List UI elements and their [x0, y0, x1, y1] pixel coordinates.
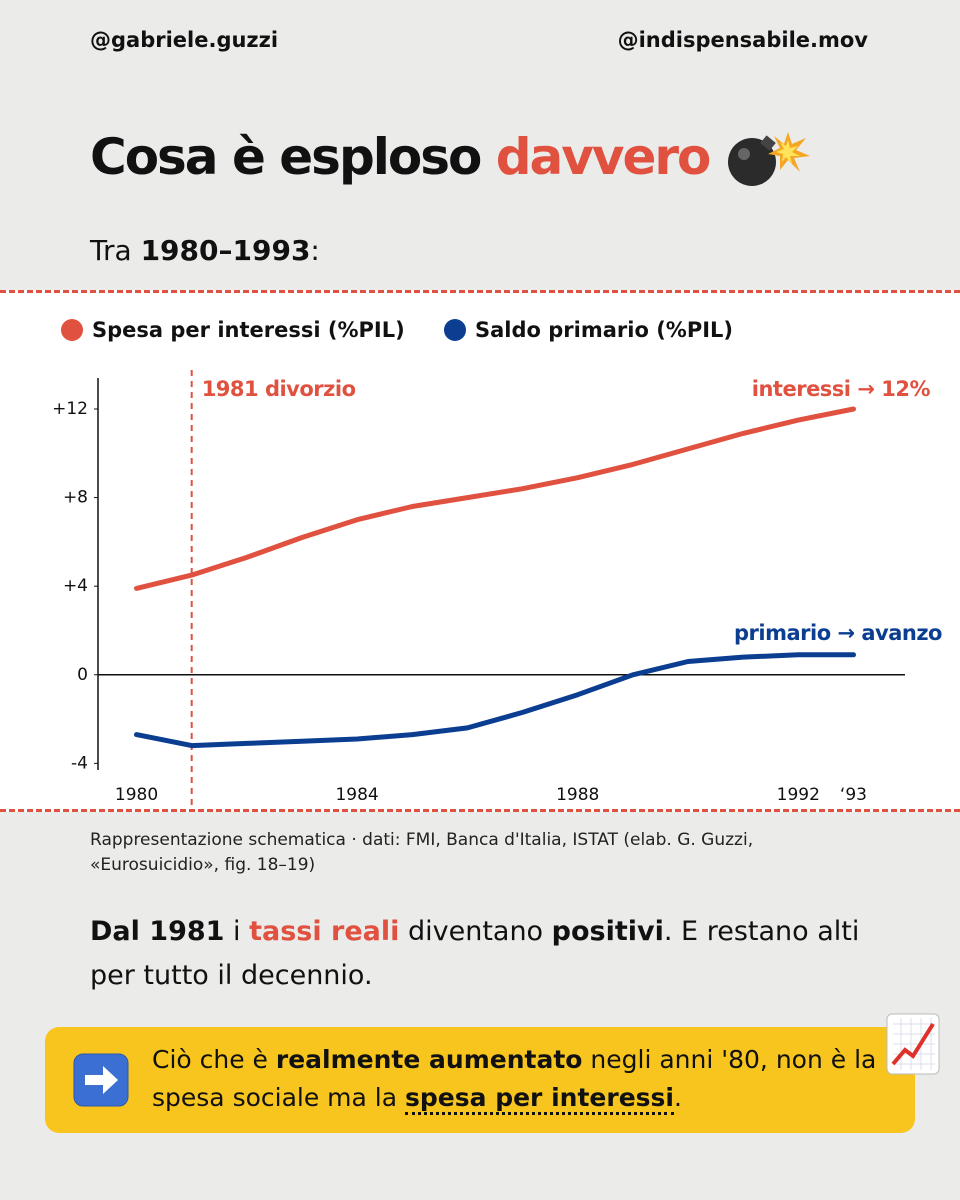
- body-text: Dal 1981 i tassi reali diventano positiv…: [90, 910, 890, 998]
- legend-dot: [61, 319, 83, 341]
- text-segment: negli anni '80, non è la spesa sociale m…: [152, 1045, 877, 1112]
- y-tick-label: +4: [63, 576, 88, 596]
- y-tick-label: 0: [77, 665, 88, 685]
- handle-left: @gabriele.guzzi: [90, 28, 279, 52]
- text-segment: tassi reali: [249, 916, 400, 947]
- text-segment: Ciò che è: [152, 1045, 276, 1074]
- text-segment: Tra: [90, 234, 141, 267]
- handle-right: @indispensabile.mov: [617, 28, 868, 52]
- y-tick-label: -4: [71, 753, 88, 773]
- title-lead: Cosa è esploso: [90, 128, 482, 186]
- bomb-icon: [728, 132, 810, 186]
- x-tick-label: 1992: [777, 785, 820, 805]
- subtitle: Tra 1980–1993:: [90, 234, 320, 267]
- series-line: [134, 652, 856, 749]
- x-tick-label: 1984: [335, 785, 378, 805]
- text-segment: diventano: [399, 916, 552, 947]
- text-segment: 1980–1993: [140, 234, 311, 267]
- x-tick-label: 1980: [115, 785, 158, 805]
- text-segment: .: [673, 1083, 682, 1112]
- legend-label: Saldo primario (%PIL): [475, 318, 733, 342]
- x-tick-label: ‘93: [840, 785, 867, 805]
- chart: Spesa per interessi (%PIL) Saldo primario…: [52, 318, 943, 810]
- arrow-icon: [73, 1053, 129, 1107]
- text-segment: Dal 1981: [90, 916, 225, 947]
- legend-dot: [444, 319, 466, 341]
- y-tick-label: +8: [63, 488, 88, 508]
- callout-box: [45, 1027, 915, 1133]
- title-highlight: davvero: [495, 128, 712, 186]
- series-line: [134, 406, 856, 591]
- text-segment: realmente aumentato: [275, 1045, 583, 1074]
- legend-label: Spesa per interessi (%PIL): [92, 318, 405, 342]
- title: Cosa è esploso davvero: [90, 128, 712, 186]
- text-segment: i: [224, 916, 250, 947]
- annotation: 1981 divorzio: [202, 377, 356, 401]
- annotation: primario → avanzo: [734, 621, 942, 645]
- y-tick-label: +12: [52, 399, 88, 419]
- chart-icon: [886, 1013, 940, 1075]
- caption: Rappresentazione schematica · dati: FMI,…: [90, 830, 754, 875]
- text-segment: positivi: [551, 916, 664, 947]
- text-segment: . E restano alti per tutto il decennio.: [90, 916, 860, 991]
- text-segment: spesa per interessi: [405, 1083, 674, 1115]
- x-tick-label: 1988: [556, 785, 599, 805]
- callout-text: Ciò che è realmente aumentato negli anni…: [152, 1041, 892, 1117]
- annotation: interessi → 12%: [752, 377, 931, 401]
- text-segment: :: [310, 234, 320, 267]
